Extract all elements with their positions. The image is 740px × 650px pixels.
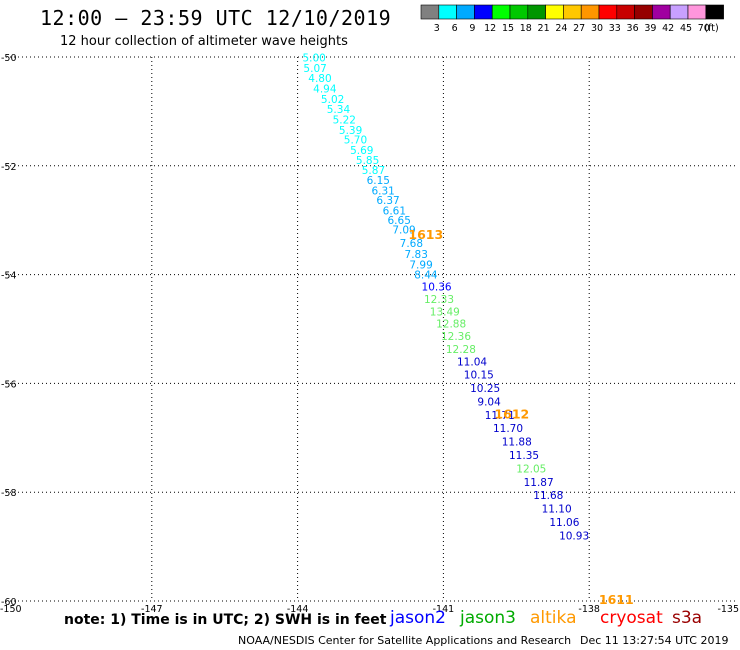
wave-height-value: 7.83 xyxy=(405,249,428,261)
color-legend: 3 6 9 12 15 18 21 24 27 30 33 36 39 42 45 70(ft) xyxy=(420,4,724,34)
chart-subtitle: 12 hour collection of altimeter wave hei… xyxy=(60,34,348,49)
x-tick-label: -150 xyxy=(0,604,22,615)
legend-bin-label: 33 xyxy=(609,23,621,34)
wave-height-value: 5.22 xyxy=(333,115,356,127)
wave-height-value: 5.85 xyxy=(356,155,379,167)
wave-height-value: 10.15 xyxy=(464,370,494,382)
wave-height-value: 12.36 xyxy=(441,331,471,343)
legend-bin-label: 24 xyxy=(555,23,567,34)
legend-bin-label: 9 xyxy=(469,23,475,34)
y-tick-label: -58 xyxy=(1,488,17,499)
wave-height-map: -50 -52 -54 -56 -58 -60-150 -147 -144 -141 -138 -1… xyxy=(0,53,739,615)
legend-bin-label: 70 xyxy=(698,23,710,34)
wave-height-value: 6.15 xyxy=(367,175,390,187)
wave-height-value: 6.37 xyxy=(376,195,399,207)
legend-bin-label: 18 xyxy=(520,23,532,34)
wave-height-value: 11.88 xyxy=(502,437,532,449)
wave-height-labels: 5.005.074.804.945.025.345.225.395.705.69… xyxy=(302,53,589,543)
wave-height-value: 7.68 xyxy=(400,238,423,250)
wave-height-value: 11.68 xyxy=(533,490,563,502)
legend-bin-label: 45 xyxy=(680,23,692,34)
wave-height-value: 11.35 xyxy=(509,450,539,462)
wave-height-value: 11.71 xyxy=(485,410,515,422)
wave-height-value: 12.28 xyxy=(446,344,476,356)
legend-bin-label: 12 xyxy=(484,23,496,34)
x-tick-label: -147 xyxy=(141,604,163,615)
wave-height-value: 11.06 xyxy=(549,517,579,529)
wave-height-value: 10.93 xyxy=(559,531,589,543)
legend-jason2: jason2 xyxy=(390,608,446,628)
wave-height-value: 5.07 xyxy=(303,63,326,75)
grid-lines xyxy=(6,56,735,602)
wave-height-value: 5.87 xyxy=(362,165,385,177)
wave-height-value: 11.70 xyxy=(493,423,523,435)
wave-height-value: 4.94 xyxy=(313,84,337,96)
legend-bin-label: 42 xyxy=(662,23,674,34)
wave-height-value: 5.34 xyxy=(327,104,351,116)
wave-height-value: 11.10 xyxy=(542,504,572,516)
legend-bin-label: 21 xyxy=(538,23,550,34)
wave-height-value: 6.31 xyxy=(371,185,394,197)
legend-jason3: jason3 xyxy=(460,608,516,628)
wave-height-value: 6.61 xyxy=(383,205,406,217)
wave-height-value: 5.39 xyxy=(339,125,362,137)
legend-bin-label: 27 xyxy=(573,23,585,34)
legend-s3a: s3a xyxy=(672,608,703,628)
x-tick-label: -135 xyxy=(717,604,739,615)
wave-height-value: 12.05 xyxy=(516,463,546,475)
legend-altika: altika xyxy=(530,608,577,628)
legend-cryosat: cryosat xyxy=(600,608,663,628)
wave-height-value: 11.04 xyxy=(457,357,487,369)
wave-height-value: 5.00 xyxy=(302,53,325,65)
y-tick-label: -60 xyxy=(1,597,17,608)
wave-height-value: 6.65 xyxy=(388,215,411,227)
pass-time-label: 1613 xyxy=(408,227,443,242)
wave-height-value: 5.70 xyxy=(344,135,367,147)
legend-bin-label: 39 xyxy=(644,23,656,34)
legend-swatch xyxy=(705,4,724,20)
generated-timestamp: Dec 11 13:27:54 UTC 2019 xyxy=(580,634,729,647)
wave-height-value: 9.04 xyxy=(477,396,501,408)
credit-line: NOAA/NESDIS Center for Satellite Applica… xyxy=(238,634,572,647)
wave-height-value: 11.87 xyxy=(524,477,554,489)
y-tick-label: -52 xyxy=(1,162,17,173)
wave-height-value: 13.49 xyxy=(430,307,460,319)
legend-bin-label: 6 xyxy=(452,23,458,34)
x-tick-label: -141 xyxy=(433,604,455,615)
wave-height-value: 7.99 xyxy=(409,259,432,271)
y-tick-label: -54 xyxy=(1,271,17,282)
wave-height-value: 8.44 xyxy=(414,270,438,282)
wave-height-value: 7.09 xyxy=(392,224,415,236)
chart-title: 12:00 – 23:59 UTC 12/10/2019 xyxy=(40,6,392,30)
wave-height-value: 10.36 xyxy=(422,282,452,294)
wave-height-value: 5.02 xyxy=(321,94,344,106)
wave-height-value: 12.88 xyxy=(436,319,466,331)
pass-annotations: 1613 1612 1611 xyxy=(408,227,633,607)
wave-height-value: 12.33 xyxy=(424,294,454,306)
legend-bin-label: 36 xyxy=(627,23,639,34)
wave-height-value: 5.69 xyxy=(350,145,373,157)
axis-labels: -50 -52 -54 -56 -58 -60-150 -147 -144 -141 -138 -1… xyxy=(0,53,739,615)
legend-bin-label: 15 xyxy=(502,23,514,34)
legend-bin-label: 30 xyxy=(591,23,603,34)
wave-height-value: 10.25 xyxy=(470,383,500,395)
pass-time-label: 1612 xyxy=(494,406,529,421)
x-tick-label: -144 xyxy=(287,604,309,615)
x-tick-label: -138 xyxy=(578,604,600,615)
y-tick-label: -50 xyxy=(1,53,17,64)
y-tick-label: -56 xyxy=(1,379,17,390)
legend-bin-label: 3 xyxy=(434,23,440,34)
wave-height-value: 4.80 xyxy=(308,73,331,85)
pass-time-label: 1611 xyxy=(599,592,634,607)
footer-note: note: 1) Time is in UTC; 2) SWH is in fe… xyxy=(64,612,387,628)
legend-unit: (ft) xyxy=(704,23,718,34)
